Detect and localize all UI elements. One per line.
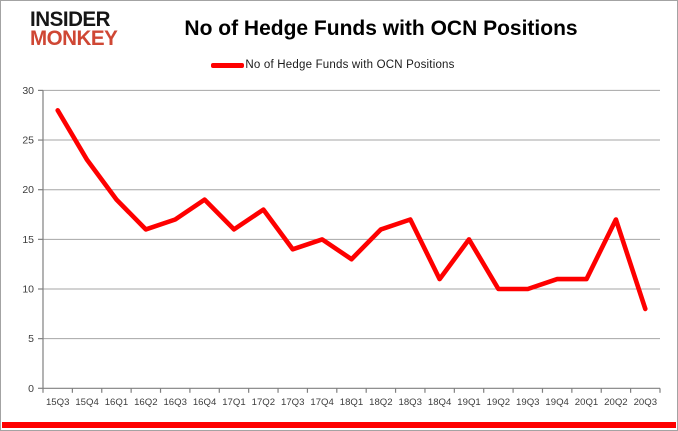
x-axis-tick-label: 17Q2 (252, 397, 275, 408)
x-axis-tick-label: 19Q3 (516, 397, 539, 408)
chart-legend: No of Hedge Funds with OCN Positions (1, 59, 665, 71)
x-axis-tick-label: 19Q2 (487, 397, 510, 408)
x-axis-tick-label: 15Q4 (75, 397, 99, 408)
x-axis-tick-label: 16Q2 (134, 397, 157, 408)
x-axis-tick-label: 20Q2 (604, 397, 627, 408)
x-axis-tick-label: 18Q4 (428, 397, 452, 408)
page-title: No of Hedge Funds with OCN Positions (184, 17, 578, 40)
y-axis-tick-label: 20 (22, 184, 34, 196)
logo-line-insider: INSIDER (30, 8, 111, 31)
x-axis-tick-label: 19Q1 (457, 397, 480, 408)
insider-monkey-logo: INSIDER MONKEY (30, 8, 118, 51)
x-axis-tick-label: 20Q1 (575, 397, 598, 408)
bottom-accent-bar (2, 422, 676, 428)
y-axis-tick-label: 5 (28, 333, 34, 345)
legend-label: No of Hedge Funds with OCN Positions (245, 59, 455, 71)
x-axis-tick-label: 18Q3 (399, 397, 422, 408)
y-axis-tick-label: 15 (22, 234, 34, 246)
y-axis-tick-label: 30 (22, 85, 34, 97)
x-axis-tick-label: 18Q1 (340, 397, 363, 408)
x-axis-tick-label: 15Q3 (46, 397, 69, 408)
y-axis-tick-label: 0 (28, 383, 34, 395)
y-axis-tick-label: 25 (22, 135, 34, 147)
x-axis-tick-label: 17Q4 (310, 397, 334, 408)
x-axis-tick-label: 20Q3 (634, 397, 657, 408)
x-axis-tick-label: 18Q2 (369, 397, 392, 408)
x-axis-tick-label: 17Q3 (281, 397, 304, 408)
y-axis-tick-label: 10 (22, 284, 34, 296)
logo-line-monkey: MONKEY (30, 27, 118, 51)
legend-line-marker-icon (211, 63, 245, 68)
x-axis-tick-label: 16Q1 (105, 397, 128, 408)
x-axis-tick-label: 16Q3 (163, 397, 186, 408)
ocn-series-line (55, 108, 648, 312)
x-axis-tick-label: 16Q4 (193, 397, 217, 408)
x-axis-tick-label: 19Q4 (545, 397, 569, 408)
x-axis-tick-label: 17Q1 (222, 397, 245, 408)
